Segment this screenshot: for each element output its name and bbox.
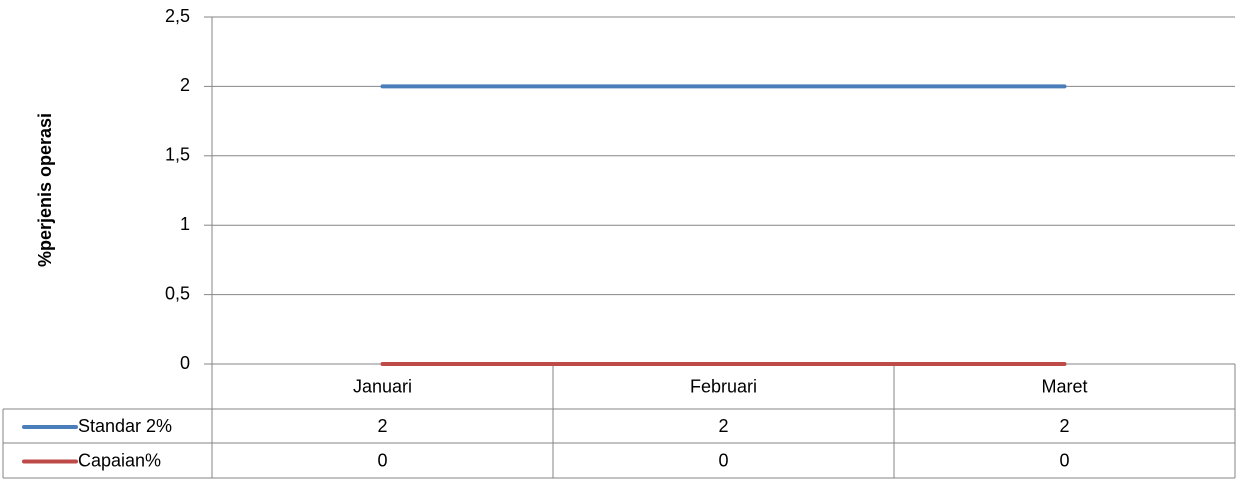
legend-label: Capaian% — [78, 450, 161, 470]
y-tick-label: 2,5 — [165, 6, 190, 26]
y-tick-label: 1 — [180, 214, 190, 234]
y-tick-label: 1,5 — [165, 145, 190, 165]
table-value: 2 — [1059, 416, 1069, 436]
y-tick-label: 0,5 — [165, 283, 190, 303]
y-tick-label: 0 — [180, 353, 190, 373]
x-tick-label: Februari — [690, 376, 757, 396]
table-value: 0 — [377, 450, 387, 470]
table-value: 2 — [377, 416, 387, 436]
table-value: 2 — [718, 416, 728, 436]
table-value: 0 — [1059, 450, 1069, 470]
x-tick-label: Maret — [1041, 376, 1087, 396]
legend-label: Standar 2% — [78, 416, 172, 436]
y-axis-label: %perjenis operasi — [35, 113, 55, 267]
table-value: 0 — [718, 450, 728, 470]
y-tick-label: 2 — [180, 75, 190, 95]
x-tick-label: Januari — [353, 376, 412, 396]
